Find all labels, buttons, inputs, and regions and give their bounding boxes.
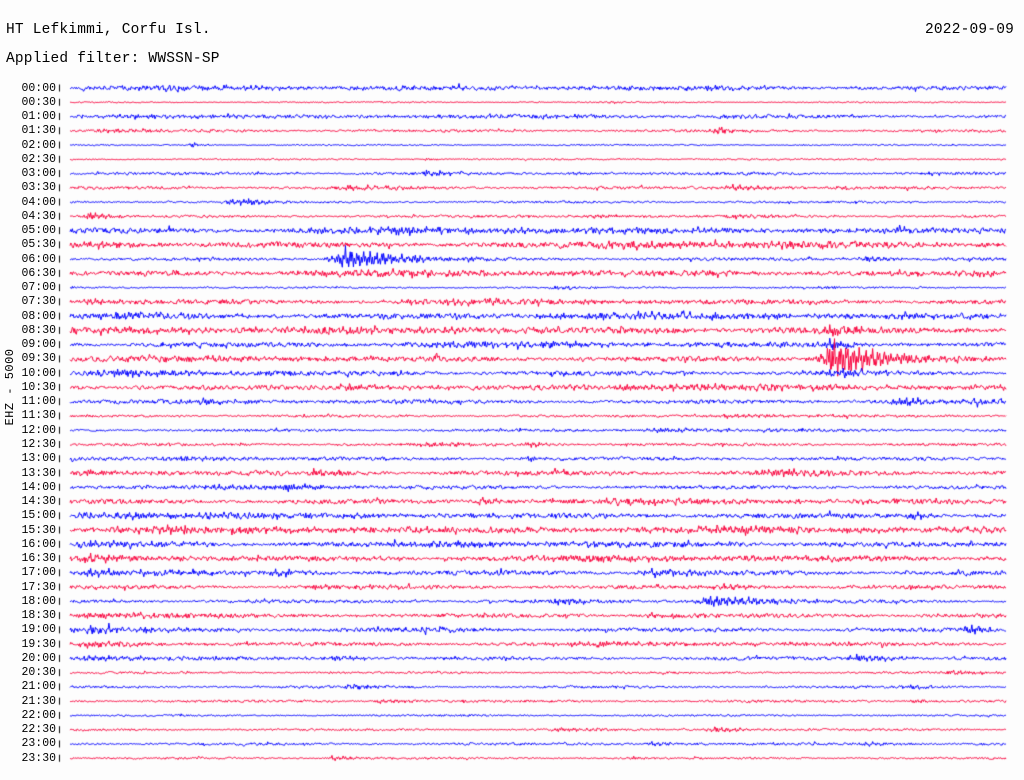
applied-filter-label: Applied filter: WWSSN-SP <box>6 51 220 67</box>
time-label: 12:00 <box>21 423 56 437</box>
time-label: 06:00 <box>21 252 56 266</box>
time-label: 05:00 <box>21 224 56 238</box>
time-label: 21:30 <box>21 694 56 708</box>
time-label: 18:00 <box>21 594 56 608</box>
date-label: 2022-09-09 <box>924 22 1014 38</box>
time-label: 11:30 <box>21 409 56 423</box>
time-label: 15:00 <box>21 509 56 523</box>
time-label: 13:00 <box>21 452 56 466</box>
seismogram-canvas <box>0 78 1024 778</box>
time-label: 02:30 <box>21 152 56 166</box>
time-label: 04:00 <box>21 195 56 209</box>
time-label: 22:00 <box>21 708 56 722</box>
time-label: 21:00 <box>21 680 56 694</box>
time-label: 01:00 <box>21 110 56 124</box>
time-label: 11:00 <box>21 395 56 409</box>
time-label: 00:30 <box>21 95 56 109</box>
time-label: 05:30 <box>21 238 56 252</box>
time-label: 09:00 <box>21 338 56 352</box>
time-label: 08:30 <box>21 323 56 337</box>
time-label: 07:30 <box>21 295 56 309</box>
time-label: 07:00 <box>21 281 56 295</box>
time-label: 14:30 <box>21 495 56 509</box>
time-label: 06:30 <box>21 266 56 280</box>
time-label: 13:30 <box>21 466 56 480</box>
time-label: 19:30 <box>21 637 56 651</box>
time-label: 12:30 <box>21 438 56 451</box>
time-label: 09:30 <box>21 352 56 366</box>
time-label: 16:30 <box>21 552 56 566</box>
station-title: HT Lefkimmi, Corfu Isl. <box>6 22 211 38</box>
time-label: 18:30 <box>21 609 56 623</box>
time-label: 04:30 <box>21 209 56 223</box>
time-label: 20:00 <box>21 651 56 665</box>
time-label: 23:00 <box>21 737 56 751</box>
time-label: 00:00 <box>21 81 56 95</box>
time-label: 14:00 <box>21 480 56 494</box>
time-label: 17:00 <box>21 566 56 580</box>
trace-plot-area: 00:00 00:30 01:00 01:30 02:00 02:30 03:00 03:30… <box>0 78 1024 778</box>
time-label: 03:00 <box>21 167 56 181</box>
time-label: 10:00 <box>21 366 56 380</box>
time-label: 08:00 <box>21 309 56 323</box>
time-label: 22:30 <box>21 723 56 737</box>
time-label: 02:00 <box>21 138 56 152</box>
time-label: 17:30 <box>21 580 56 594</box>
time-label: 23:30 <box>21 751 56 765</box>
time-label: 15:30 <box>21 523 56 537</box>
time-label: 16:00 <box>21 537 56 551</box>
time-label: 20:30 <box>21 666 56 680</box>
time-label: 03:30 <box>21 181 56 195</box>
time-label: 19:00 <box>21 623 56 637</box>
time-label: 01:30 <box>21 124 56 138</box>
time-label: 10:30 <box>21 380 56 394</box>
